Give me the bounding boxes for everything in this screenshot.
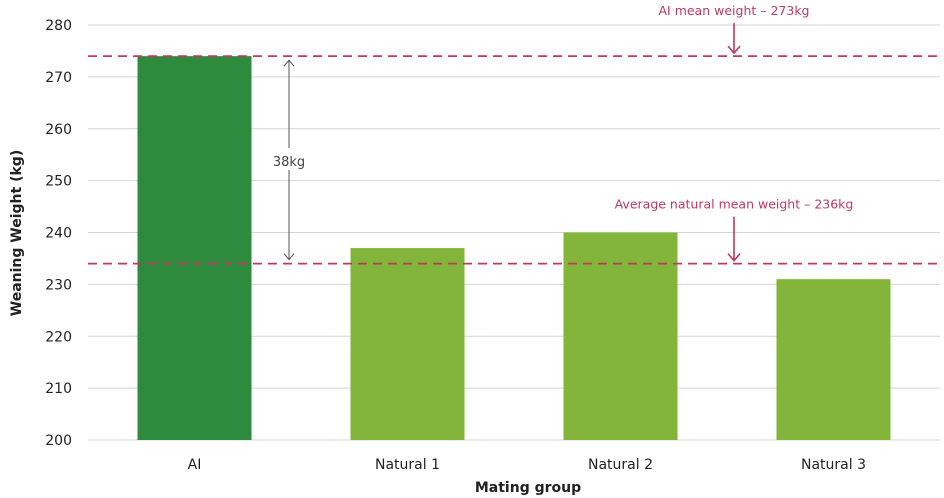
y-tick-label: 230 (45, 277, 72, 293)
reference-line-label: AI mean weight – 273kg (658, 3, 809, 18)
reference-line-label: Average natural mean weight – 236kg (615, 197, 854, 212)
bar-natural-1 (350, 248, 465, 440)
y-tick-label: 260 (45, 122, 72, 138)
difference-arrowhead-top (283, 59, 295, 67)
y-tick-labels: 200 210 220 230 240 250 260 270 280 (45, 18, 72, 449)
difference-annotation: 38kg (273, 59, 305, 261)
x-tick-label: Natural 3 (801, 457, 866, 473)
x-tick-label: Natural 2 (588, 457, 653, 473)
annotation-arrowhead (727, 253, 741, 262)
y-tick-label: 210 (45, 381, 72, 397)
y-axis-title: Weaning Weight (kg) (9, 150, 25, 316)
difference-arrowhead-bottom (283, 253, 295, 261)
y-tick-label: 240 (45, 226, 72, 242)
y-tick-label: 220 (45, 329, 72, 345)
difference-label: 38kg (273, 155, 305, 170)
reference-lines: AI mean weight – 273kg Average natural me… (88, 3, 940, 265)
bar-natural-3 (776, 279, 891, 440)
y-tick-label: 270 (45, 70, 72, 86)
bar-ai (137, 56, 252, 440)
x-tick-label: Natural 1 (375, 457, 440, 473)
annotation-arrowhead (727, 45, 741, 55)
x-axis-title: Mating group (475, 480, 581, 496)
bars (137, 56, 891, 440)
y-tick-label: 250 (45, 174, 72, 190)
y-tick-label: 200 (45, 433, 72, 449)
x-tick-label: AI (188, 457, 202, 473)
y-tick-label: 280 (45, 18, 72, 34)
bar-natural-2 (563, 232, 678, 440)
x-tick-labels: AI Natural 1 Natural 2 Natural 3 (188, 457, 866, 473)
